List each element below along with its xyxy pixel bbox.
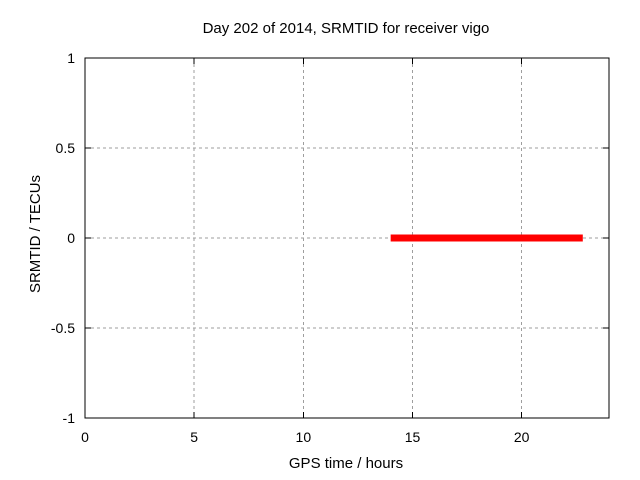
- x-tick-label: 20: [514, 429, 530, 445]
- y-tick-label: 0: [67, 230, 75, 246]
- y-axis-label: SRMTID / TECUs: [27, 175, 44, 293]
- x-axis-label: GPS time / hours: [289, 455, 403, 472]
- y-tick-label: 1: [67, 50, 75, 66]
- chart-title: Day 202 of 2014, SRMTID for receiver vig…: [203, 20, 490, 37]
- x-tick-label: 15: [405, 429, 421, 445]
- x-tick-label: 10: [296, 429, 312, 445]
- x-tick-label: 5: [190, 429, 198, 445]
- y-tick-label: 0.5: [56, 140, 76, 156]
- y-tick-label: -0.5: [51, 320, 75, 336]
- tick-label-layer: 0 5 10 15 20 -1 -0.5 0 0.5 1: [51, 50, 530, 445]
- y-tick-label: -1: [63, 410, 76, 426]
- x-tick-label: 0: [81, 429, 89, 445]
- axis-layer: [84, 57, 610, 419]
